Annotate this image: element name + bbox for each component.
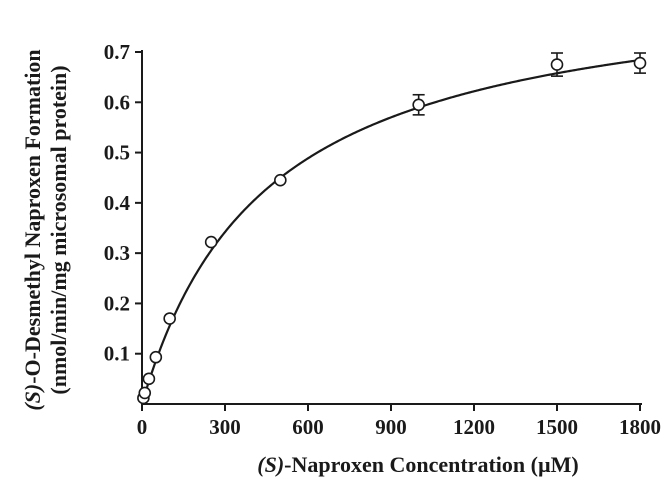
y-tick-label: 0.5 <box>104 141 130 165</box>
data-point <box>149 350 163 364</box>
data-points <box>137 52 647 405</box>
y-axis-title-italic: (S) <box>20 384 45 411</box>
data-point <box>163 312 176 325</box>
x-tick-label: 1500 <box>536 415 578 439</box>
y-tick-label: 0.4 <box>104 191 131 215</box>
data-point <box>138 386 152 400</box>
y-ticks: 0.1 0.2 0.3 0.4 0.5 0.6 0.7 <box>104 40 142 366</box>
data-point <box>550 58 564 71</box>
x-tick-label: 0 <box>137 415 148 439</box>
data-point <box>633 56 647 70</box>
x-axis-title-rest: -Naproxen Concentration (µM) <box>284 452 579 477</box>
y-axis-title-line1: (S)-O-Desmethyl Naproxen Formation <box>20 49 45 410</box>
y-tick-label: 0.2 <box>104 291 130 315</box>
y-axis-title-line2: (nmol/min/mg microsomal protein) <box>46 65 71 394</box>
y-tick-label: 0.6 <box>104 90 130 114</box>
data-point <box>142 372 156 386</box>
y-tick-label: 0.1 <box>104 342 130 366</box>
data-point <box>274 173 287 187</box>
x-axis-title-italic: (S) <box>257 452 284 477</box>
fit-curve <box>140 58 641 405</box>
y-axis-title-rest: -O-Desmethyl Naproxen Formation <box>20 49 45 383</box>
data-point <box>204 235 218 249</box>
x-tick-label: 600 <box>292 415 324 439</box>
axes <box>141 50 642 405</box>
x-axis-title: (S)-Naproxen Concentration (µM) <box>257 452 578 477</box>
x-tick-label: 1800 <box>619 415 661 439</box>
y-tick-label: 0.3 <box>104 241 130 265</box>
y-axis-title-group: (S)-O-Desmethyl Naproxen Formation (nmol… <box>20 49 71 410</box>
x-tick-label: 1200 <box>453 415 495 439</box>
x-tick-label: 300 <box>209 415 241 439</box>
y-tick-label: 0.7 <box>104 40 130 64</box>
x-tick-label: 900 <box>375 415 407 439</box>
x-ticks: 0 300 600 900 1200 1500 1800 <box>137 404 661 439</box>
data-point <box>412 98 425 112</box>
